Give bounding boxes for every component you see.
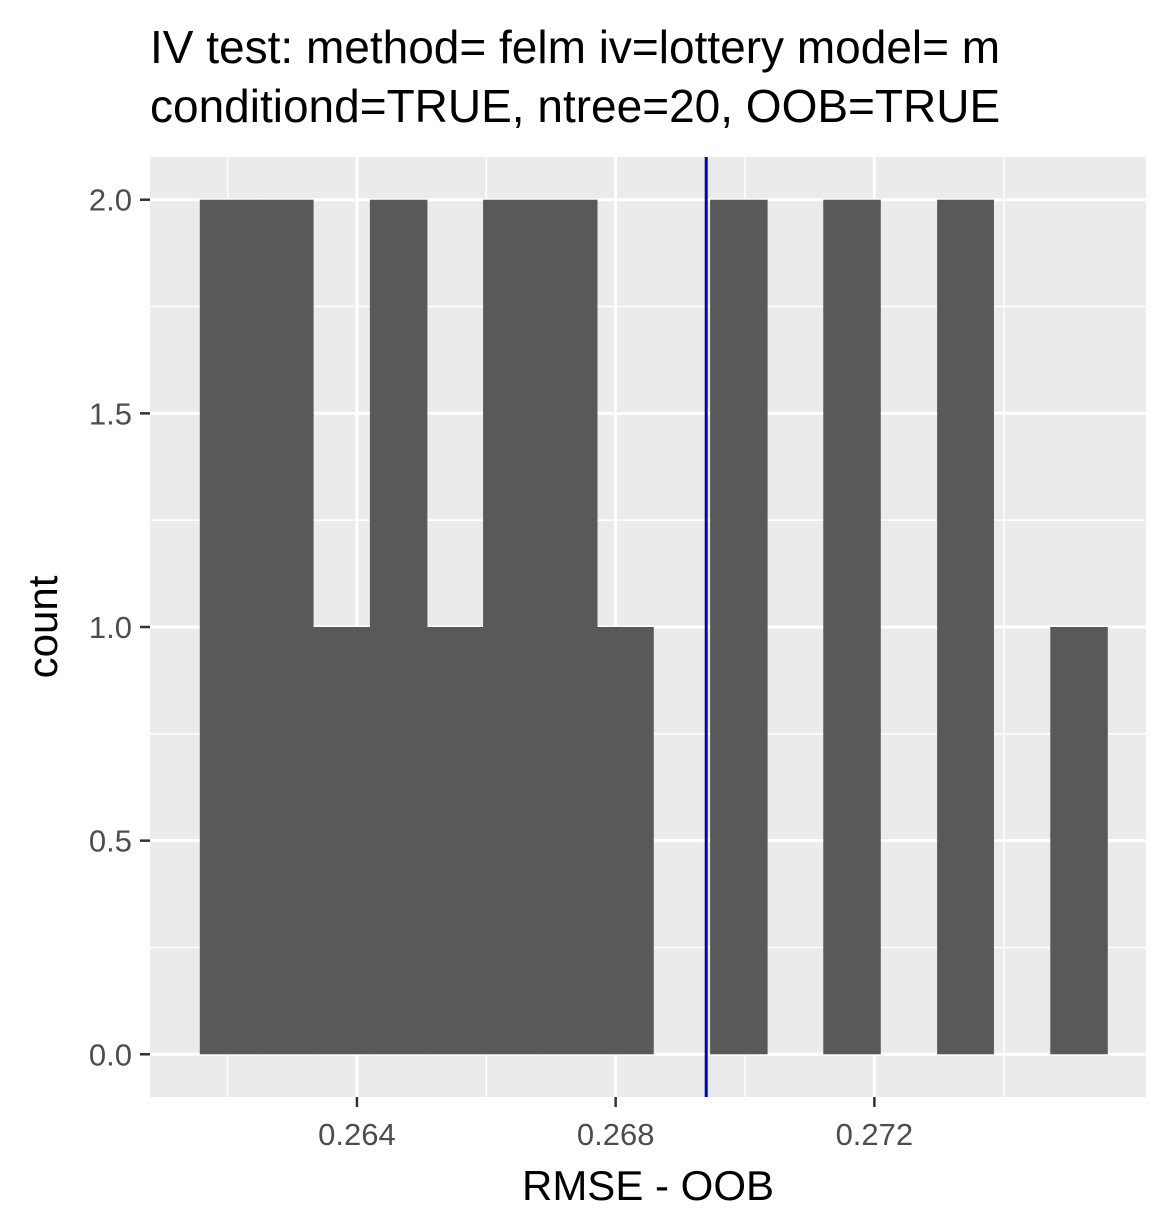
y-tick-label: 0.5 [89,824,132,859]
y-tick-label: 0.0 [89,1037,132,1072]
histogram-bar [312,627,371,1055]
chart-title-line-2: conditiond=TRUE, ntree=20, OOB=TRUE [150,80,1000,132]
y-tick-label: 1.0 [89,610,132,645]
x-axis-title: RMSE - OOB [522,1162,774,1209]
y-tick-label: 2.0 [89,183,132,218]
x-tick-label: 0.264 [318,1117,396,1152]
histogram-bar [539,199,598,1055]
histogram-bar [937,199,994,1055]
histogram-bar [483,199,541,1055]
histogram-bar [426,627,484,1055]
y-axis: 0.0 0.5 1.0 1.5 2.0 [89,183,150,1072]
chart-title: IV test: method= felm iv=lottery model= … [150,21,1000,132]
histogram-bar [369,199,428,1055]
histogram-bar [199,199,258,1055]
histogram-bar [596,627,654,1055]
histogram-bar [710,199,768,1055]
y-tick-label: 1.5 [89,396,132,431]
y-axis-title: count [19,575,66,678]
x-tick-label: 0.272 [836,1117,914,1152]
histogram-bars [199,199,1108,1055]
x-axis: 0.264 0.268 0.272 [318,1097,913,1152]
chart-title-line-1: IV test: method= felm iv=lottery model= … [150,21,1000,73]
histogram-bar [823,199,881,1055]
x-tick-label: 0.268 [577,1117,655,1152]
histogram-bar [1050,627,1108,1055]
histogram-bar [256,199,314,1055]
